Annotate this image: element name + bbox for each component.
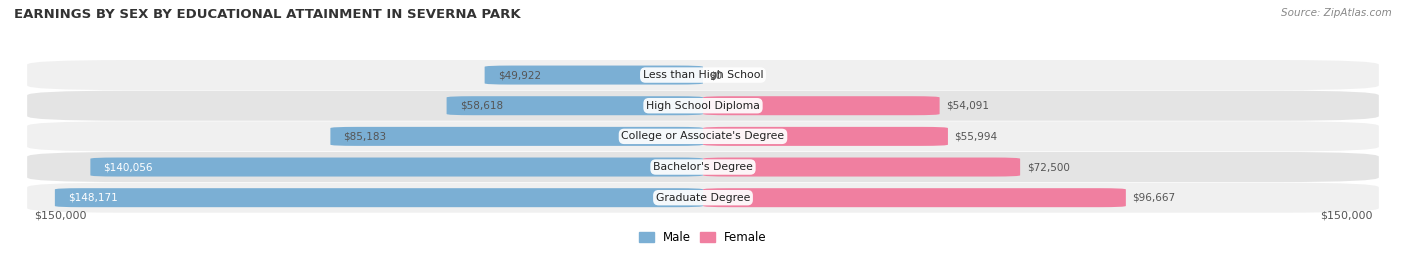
FancyBboxPatch shape	[703, 158, 1021, 177]
Text: EARNINGS BY SEX BY EDUCATIONAL ATTAINMENT IN SEVERNA PARK: EARNINGS BY SEX BY EDUCATIONAL ATTAINMEN…	[14, 8, 520, 21]
FancyBboxPatch shape	[27, 183, 1379, 213]
FancyBboxPatch shape	[703, 96, 939, 115]
Text: Less than High School: Less than High School	[643, 70, 763, 80]
FancyBboxPatch shape	[703, 188, 1126, 207]
FancyBboxPatch shape	[27, 121, 1379, 151]
Text: Graduate Degree: Graduate Degree	[655, 193, 751, 203]
FancyBboxPatch shape	[27, 152, 1379, 182]
Text: $72,500: $72,500	[1026, 162, 1070, 172]
Text: $148,171: $148,171	[67, 193, 118, 203]
FancyBboxPatch shape	[55, 188, 703, 207]
Text: Source: ZipAtlas.com: Source: ZipAtlas.com	[1281, 8, 1392, 18]
Text: $0: $0	[710, 70, 723, 80]
FancyBboxPatch shape	[485, 66, 703, 85]
Text: $96,667: $96,667	[1132, 193, 1175, 203]
Text: High School Diploma: High School Diploma	[647, 101, 759, 111]
Text: $140,056: $140,056	[104, 162, 153, 172]
Text: $55,994: $55,994	[955, 131, 998, 142]
Text: College or Associate's Degree: College or Associate's Degree	[621, 131, 785, 142]
FancyBboxPatch shape	[703, 127, 948, 146]
Text: $54,091: $54,091	[946, 101, 990, 111]
Text: $58,618: $58,618	[460, 101, 503, 111]
FancyBboxPatch shape	[447, 96, 703, 115]
FancyBboxPatch shape	[27, 60, 1379, 90]
Text: $49,922: $49,922	[498, 70, 541, 80]
Text: $85,183: $85,183	[343, 131, 387, 142]
FancyBboxPatch shape	[330, 127, 703, 146]
Legend: Male, Female: Male, Female	[640, 231, 766, 244]
FancyBboxPatch shape	[90, 158, 703, 177]
Text: $150,000: $150,000	[1320, 210, 1372, 221]
Text: Bachelor's Degree: Bachelor's Degree	[652, 162, 754, 172]
Text: $150,000: $150,000	[34, 210, 86, 221]
FancyBboxPatch shape	[27, 91, 1379, 121]
